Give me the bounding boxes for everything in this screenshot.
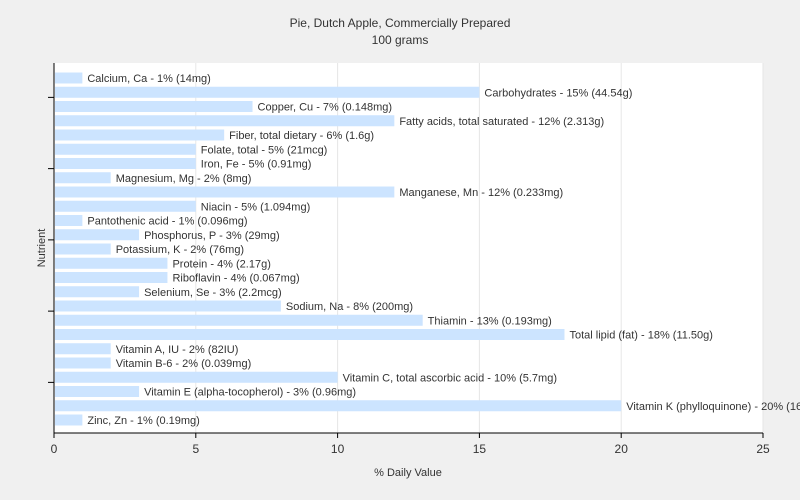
bar <box>55 101 253 112</box>
bar <box>55 229 140 241</box>
bar-label: Vitamin B-6 - 2% (0.039mg) <box>116 358 252 370</box>
bar-label: Vitamin E (alpha-tocopherol) - 3% (0.96m… <box>144 387 356 399</box>
bar-label: Copper, Cu - 7% (0.148mg) <box>258 102 393 114</box>
bar <box>55 357 111 369</box>
bar-label: Niacin - 5% (1.094mg) <box>201 201 310 213</box>
x-axis-title: % Daily Value <box>374 467 442 479</box>
bar <box>55 200 196 212</box>
bar <box>55 314 423 326</box>
bar <box>55 129 225 141</box>
bar-label: Protein - 4% (2.17g) <box>172 258 270 270</box>
x-tick-label: 15 <box>473 442 487 456</box>
bar-label: Calcium, Ca - 1% (14mg) <box>87 73 210 85</box>
bar-label: Thiamin - 13% (0.193mg) <box>428 315 552 327</box>
x-tick-label: 20 <box>615 442 629 456</box>
bar <box>55 257 168 269</box>
bar <box>55 400 622 412</box>
axes: 0 5 10 15 20 25 <box>48 63 770 456</box>
bar-label: Manganese, Mn - 12% (0.233mg) <box>399 187 563 199</box>
bar-label: Riboflavin - 4% (0.067mg) <box>172 273 299 285</box>
bar-label: Phosphorus, P - 3% (29mg) <box>144 230 280 242</box>
bar-label: Iron, Fe - 5% (0.91mg) <box>201 159 312 171</box>
x-tick-label: 0 <box>51 442 58 456</box>
bar <box>55 215 83 226</box>
bar <box>55 86 480 98</box>
bar <box>55 158 196 169</box>
bar-label: Carbohydrates - 15% (44.54g) <box>484 87 632 99</box>
bar-label: Magnesium, Mg - 2% (8mg) <box>116 173 252 185</box>
bar <box>55 300 281 312</box>
bar-label: Sodium, Na - 8% (200mg) <box>286 301 413 313</box>
bar <box>55 286 140 298</box>
bar-label: Vitamin C, total ascorbic acid - 10% (5.… <box>343 372 557 384</box>
bar <box>55 186 395 198</box>
bar <box>55 371 338 383</box>
bar-label: Selenium, Se - 3% (2.2mcg) <box>144 287 282 299</box>
chart-subtitle: 100 grams <box>372 33 429 47</box>
bar <box>55 272 168 283</box>
bar <box>55 72 83 84</box>
bar-label: Fiber, total dietary - 6% (1.6g) <box>229 130 374 142</box>
bar-label: Folate, total - 5% (21mcg) <box>201 144 328 156</box>
y-axis-title: Nutrient <box>36 229 48 268</box>
bar <box>55 414 83 426</box>
bar <box>55 343 111 355</box>
bar-label: Vitamin K (phylloquinone) - 20% (16.4mcg… <box>626 401 800 413</box>
bar-label: Vitamin A, IU - 2% (82IU) <box>116 344 239 356</box>
bar <box>55 386 140 397</box>
bars <box>55 72 622 426</box>
x-tick-label: 25 <box>756 442 770 456</box>
bar <box>55 243 111 255</box>
bar <box>55 172 111 184</box>
bar <box>55 143 196 155</box>
chart-title: Pie, Dutch Apple, Commercially Prepared <box>290 16 511 30</box>
bar <box>55 115 395 127</box>
bar-label: Fatty acids, total saturated - 12% (2.31… <box>399 116 604 128</box>
bar <box>55 329 565 340</box>
bar-label: Total lipid (fat) - 18% (11.50g) <box>569 330 712 342</box>
x-tick-label: 5 <box>192 442 199 456</box>
bar-label: Pantothenic acid - 1% (0.096mg) <box>87 216 247 228</box>
bar-label: Potassium, K - 2% (76mg) <box>116 244 244 256</box>
bar-label: Zinc, Zn - 1% (0.19mg) <box>87 415 199 427</box>
bar-labels: Calcium, Ca - 1% (14mg) Carbohydrates - 1… <box>87 73 800 427</box>
x-tick-label: 10 <box>331 442 345 456</box>
